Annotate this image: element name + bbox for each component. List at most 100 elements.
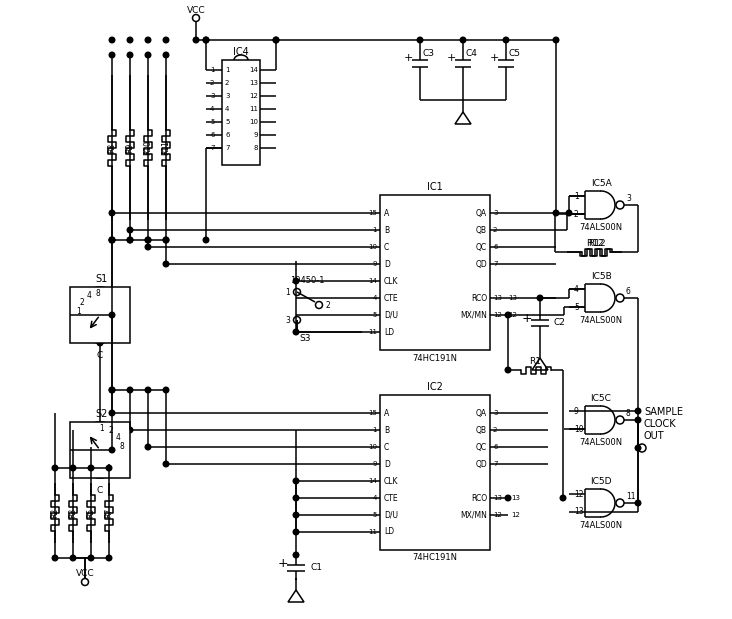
Text: 6: 6 — [225, 132, 230, 138]
Circle shape — [616, 201, 624, 209]
Text: C1: C1 — [310, 563, 322, 572]
Text: 5: 5 — [574, 303, 579, 311]
Text: MX/MN: MX/MN — [460, 311, 487, 319]
Text: 10: 10 — [574, 425, 583, 433]
Text: QC: QC — [476, 443, 487, 451]
Text: LD: LD — [384, 327, 394, 337]
Text: 9: 9 — [373, 261, 377, 267]
Text: 12: 12 — [511, 512, 520, 518]
Circle shape — [145, 245, 151, 250]
Circle shape — [616, 499, 624, 507]
Text: CLOCK: CLOCK — [644, 419, 676, 429]
Text: IC1: IC1 — [427, 182, 443, 192]
Circle shape — [553, 210, 559, 216]
Text: 4: 4 — [373, 295, 377, 301]
Text: 6: 6 — [626, 287, 631, 295]
Circle shape — [635, 445, 640, 451]
Circle shape — [163, 261, 169, 267]
Text: 9: 9 — [574, 407, 579, 415]
Text: 11: 11 — [626, 491, 635, 501]
Text: QC: QC — [476, 243, 487, 251]
Text: RCO: RCO — [471, 493, 487, 503]
Circle shape — [109, 312, 115, 318]
Polygon shape — [455, 112, 471, 124]
Text: +: + — [489, 53, 498, 63]
Text: QA: QA — [476, 409, 487, 417]
Text: R3: R3 — [69, 508, 78, 518]
Text: QB: QB — [476, 425, 487, 435]
Text: 15: 15 — [368, 210, 377, 216]
Text: 13: 13 — [493, 495, 502, 501]
Polygon shape — [288, 590, 304, 602]
Text: B: B — [384, 425, 389, 435]
Circle shape — [294, 288, 301, 295]
Text: QD: QD — [475, 459, 487, 469]
Circle shape — [273, 37, 279, 43]
Text: 3: 3 — [225, 93, 230, 99]
Circle shape — [145, 237, 151, 243]
Text: RCO: RCO — [471, 293, 487, 303]
Text: 4: 4 — [86, 292, 92, 300]
Text: 12: 12 — [508, 312, 517, 318]
Circle shape — [566, 210, 572, 216]
Text: 74ALS00N: 74ALS00N — [580, 438, 622, 446]
Circle shape — [127, 427, 132, 433]
Circle shape — [106, 555, 112, 561]
Text: 3: 3 — [626, 194, 631, 202]
Text: IC4: IC4 — [233, 47, 249, 57]
Text: 4: 4 — [210, 106, 214, 112]
Circle shape — [193, 14, 200, 22]
Text: 13: 13 — [493, 295, 502, 301]
Circle shape — [163, 37, 169, 43]
Text: 1: 1 — [76, 306, 81, 316]
Text: C3: C3 — [422, 48, 434, 58]
Text: 13: 13 — [249, 80, 258, 86]
Circle shape — [109, 210, 115, 216]
Text: 8: 8 — [119, 442, 124, 451]
Text: QB: QB — [476, 225, 487, 235]
Text: 1: 1 — [574, 191, 579, 201]
Circle shape — [109, 387, 115, 393]
Circle shape — [163, 461, 169, 467]
Circle shape — [127, 237, 132, 243]
Circle shape — [638, 444, 646, 452]
Circle shape — [294, 495, 299, 501]
Text: 2: 2 — [225, 80, 229, 86]
Text: 5: 5 — [210, 119, 214, 125]
Text: IC2: IC2 — [427, 382, 443, 392]
Text: IC5A: IC5A — [591, 178, 611, 188]
Text: CLK: CLK — [384, 277, 398, 285]
Text: 1: 1 — [373, 227, 377, 233]
Circle shape — [505, 495, 511, 501]
Text: C: C — [384, 443, 389, 451]
Circle shape — [616, 416, 624, 424]
Circle shape — [127, 52, 132, 58]
Text: 4: 4 — [225, 106, 229, 112]
Text: SAMPLE: SAMPLE — [644, 407, 683, 417]
Text: 4: 4 — [373, 495, 377, 501]
Text: R5: R5 — [86, 508, 95, 518]
Circle shape — [635, 500, 640, 506]
Text: 4: 4 — [116, 433, 121, 442]
Text: 6: 6 — [493, 244, 498, 250]
Text: 8: 8 — [96, 288, 100, 298]
Text: 19450-1: 19450-1 — [290, 275, 324, 285]
Bar — [380, 195, 490, 350]
Text: CLK: CLK — [384, 477, 398, 485]
Circle shape — [294, 329, 299, 335]
Text: +: + — [522, 312, 532, 325]
Text: 3: 3 — [285, 316, 290, 324]
Text: S1: S1 — [95, 274, 108, 284]
Circle shape — [97, 312, 103, 318]
Circle shape — [127, 37, 132, 43]
Text: IC5C: IC5C — [591, 394, 611, 402]
Circle shape — [72, 422, 128, 478]
Circle shape — [537, 295, 543, 301]
Text: 6: 6 — [210, 132, 214, 138]
Text: 3: 3 — [493, 210, 498, 216]
Circle shape — [109, 52, 115, 58]
Circle shape — [72, 287, 128, 343]
Circle shape — [553, 37, 559, 43]
Text: IC5D: IC5D — [590, 477, 612, 485]
Circle shape — [109, 237, 115, 243]
